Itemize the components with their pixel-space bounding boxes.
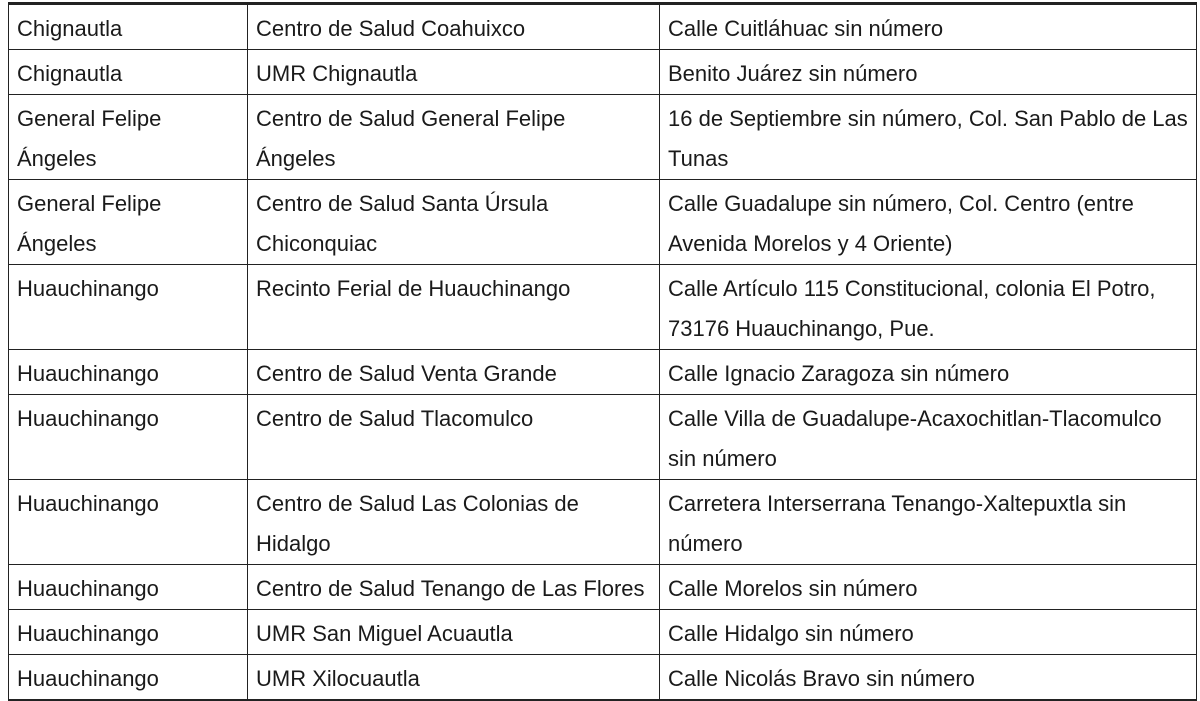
health-centers-table: Chignautla Centro de Salud Coahuixco Calle… (8, 2, 1197, 701)
address-cell: Benito Juárez sin número (659, 49, 1197, 95)
facility-cell: Recinto Ferial de Huauchinango (247, 264, 660, 350)
municipality-cell: Chignautla (8, 49, 248, 95)
table-row: Chignautla Centro de Salud Coahuixco Calle… (8, 3, 1197, 50)
municipality-cell: Huauchinango (8, 264, 248, 350)
facility-cell: Centro de Salud Tenango de Las Flores (247, 564, 660, 610)
table-row: General Felipe Ángeles Centro de Salud Sa… (8, 179, 1197, 265)
address-cell: Calle Nicolás Bravo sin número (659, 654, 1197, 701)
table-row: Huauchinango Centro de Salud Tlacomulco Ca… (8, 394, 1197, 480)
municipality-cell: General Felipe Ángeles (8, 94, 248, 180)
address-cell: Calle Guadalupe sin número, Col. Centro … (659, 179, 1197, 265)
facility-cell: UMR Chignautla (247, 49, 660, 95)
address-cell: Calle Cuitláhuac sin número (659, 3, 1197, 50)
table-row: Huauchinango UMR San Miguel Acuautla Calle… (8, 609, 1197, 655)
address-cell: Calle Artículo 115 Constitucional, colon… (659, 264, 1197, 350)
address-cell: Carretera Interserrana Tenango-Xaltepuxt… (659, 479, 1197, 565)
municipality-cell: Huauchinango (8, 609, 248, 655)
municipality-cell: Chignautla (8, 3, 248, 50)
facility-cell: Centro de Salud General Felipe Ángeles (247, 94, 660, 180)
municipality-cell: Huauchinango (8, 349, 248, 395)
address-cell: Calle Ignacio Zaragoza sin número (659, 349, 1197, 395)
municipality-cell: Huauchinango (8, 654, 248, 701)
municipality-cell: Huauchinango (8, 394, 248, 480)
table-row: Huauchinango UMR Xilocuautla Calle Nicolás… (8, 654, 1197, 701)
facility-cell: Centro de Salud Tlacomulco (247, 394, 660, 480)
address-cell: Calle Morelos sin número (659, 564, 1197, 610)
municipality-cell: Huauchinango (8, 564, 248, 610)
facility-cell: Centro de Salud Venta Grande (247, 349, 660, 395)
table-row: General Felipe Ángeles Centro de Salud Ge… (8, 94, 1197, 180)
table-body: Chignautla Centro de Salud Coahuixco Calle… (8, 3, 1197, 701)
facility-cell: UMR Xilocuautla (247, 654, 660, 701)
table-row: Huauchinango Centro de Salud Venta Grande… (8, 349, 1197, 395)
facility-cell: UMR San Miguel Acuautla (247, 609, 660, 655)
table-row: Chignautla UMR Chignautla Benito Juárez si… (8, 49, 1197, 95)
table-row: Huauchinango Centro de Salud Tenango de L… (8, 564, 1197, 610)
facility-cell: Centro de Salud Coahuixco (247, 3, 660, 50)
address-cell: Calle Villa de Guadalupe-Acaxochitlan-Tl… (659, 394, 1197, 480)
facility-cell: Centro de Salud Santa Úrsula Chiconquiac (247, 179, 660, 265)
address-cell: Calle Hidalgo sin número (659, 609, 1197, 655)
municipality-cell: Huauchinango (8, 479, 248, 565)
address-cell: 16 de Septiembre sin número, Col. San Pa… (659, 94, 1197, 180)
table-row: Huauchinango Recinto Ferial de Huauchinan… (8, 264, 1197, 350)
table-row: Huauchinango Centro de Salud Las Colonias… (8, 479, 1197, 565)
municipality-cell: General Felipe Ángeles (8, 179, 248, 265)
facility-cell: Centro de Salud Las Colonias de Hidalgo (247, 479, 660, 565)
